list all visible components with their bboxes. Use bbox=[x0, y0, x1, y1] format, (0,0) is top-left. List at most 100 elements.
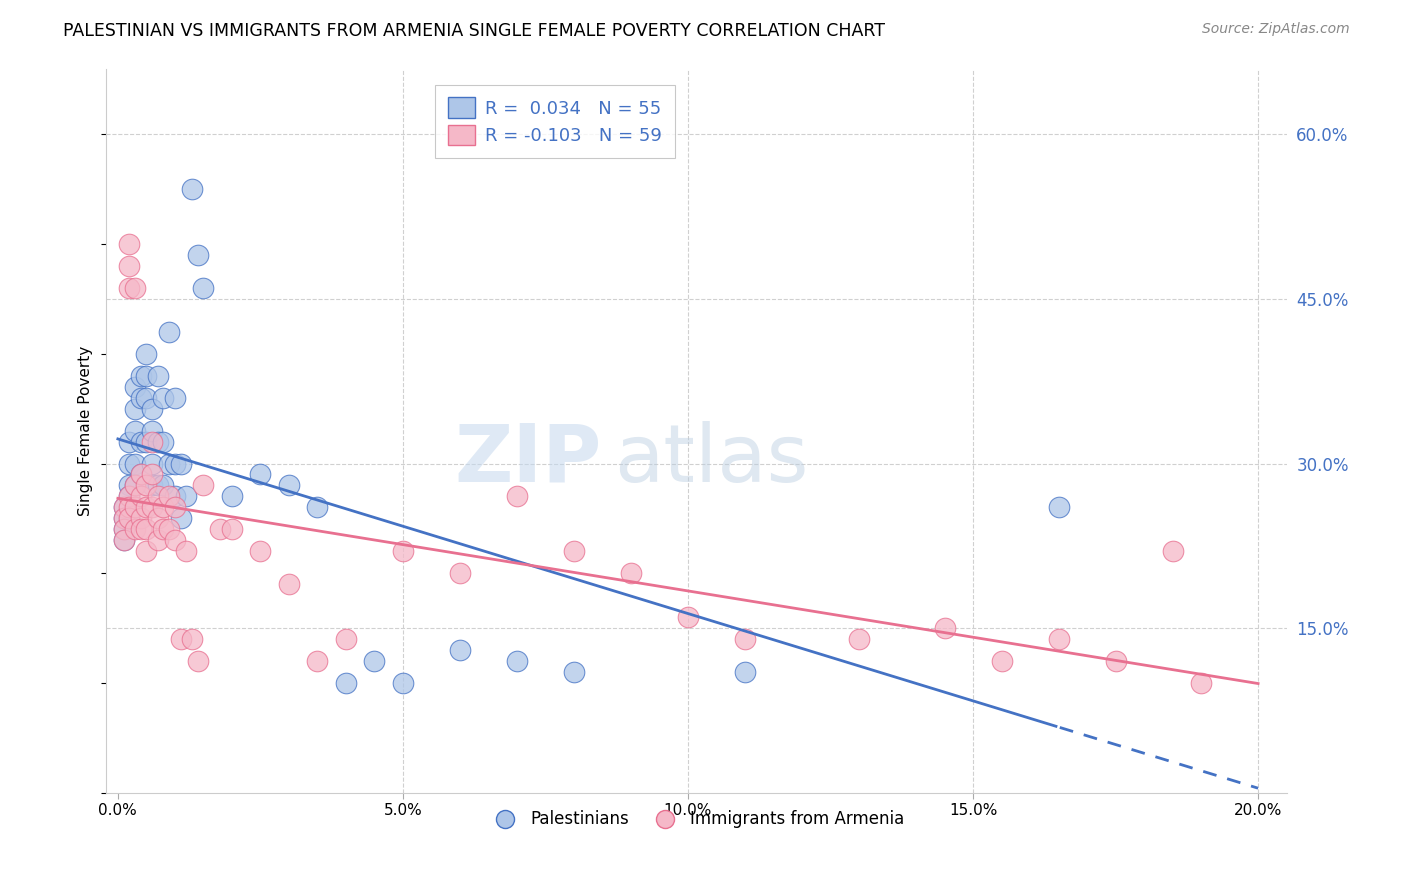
Point bbox=[118, 237, 141, 252]
Point bbox=[118, 281, 141, 295]
Point bbox=[135, 522, 157, 536]
Point bbox=[163, 457, 186, 471]
Point bbox=[163, 391, 186, 405]
Point bbox=[249, 544, 271, 558]
Point bbox=[112, 511, 135, 525]
Point bbox=[277, 577, 299, 591]
Point bbox=[1189, 676, 1212, 690]
Point bbox=[221, 490, 243, 504]
Point bbox=[249, 467, 271, 482]
Point bbox=[163, 533, 186, 548]
Point bbox=[193, 478, 215, 492]
Point bbox=[112, 500, 135, 515]
Point bbox=[118, 457, 141, 471]
Point bbox=[124, 380, 146, 394]
Point bbox=[209, 522, 232, 536]
Point bbox=[141, 500, 163, 515]
Point bbox=[734, 632, 756, 646]
Point bbox=[124, 401, 146, 416]
Point bbox=[129, 467, 152, 482]
Point bbox=[506, 654, 529, 668]
Point bbox=[112, 533, 135, 548]
Point bbox=[734, 665, 756, 679]
Point bbox=[129, 467, 152, 482]
Point bbox=[146, 434, 169, 449]
Point bbox=[392, 544, 415, 558]
Point bbox=[181, 182, 204, 196]
Point bbox=[112, 522, 135, 536]
Point bbox=[676, 610, 699, 624]
Point bbox=[934, 621, 956, 635]
Point bbox=[187, 248, 209, 262]
Point bbox=[277, 478, 299, 492]
Point bbox=[141, 424, 163, 438]
Point bbox=[135, 478, 157, 492]
Point bbox=[157, 325, 180, 339]
Point bbox=[392, 676, 415, 690]
Point bbox=[1047, 632, 1070, 646]
Point bbox=[129, 511, 152, 525]
Point bbox=[1047, 500, 1070, 515]
Point bbox=[990, 654, 1012, 668]
Point bbox=[129, 368, 152, 383]
Point bbox=[118, 434, 141, 449]
Point bbox=[141, 467, 163, 482]
Point bbox=[169, 632, 191, 646]
Point bbox=[112, 533, 135, 548]
Point bbox=[152, 434, 174, 449]
Point bbox=[112, 522, 135, 536]
Point bbox=[169, 457, 191, 471]
Point bbox=[141, 457, 163, 471]
Point bbox=[146, 511, 169, 525]
Point bbox=[221, 522, 243, 536]
Point bbox=[129, 391, 152, 405]
Point bbox=[118, 511, 141, 525]
Point bbox=[174, 544, 197, 558]
Point bbox=[124, 478, 146, 492]
Point bbox=[163, 490, 186, 504]
Y-axis label: Single Female Poverty: Single Female Poverty bbox=[79, 345, 93, 516]
Point bbox=[129, 490, 152, 504]
Point bbox=[118, 490, 141, 504]
Point bbox=[124, 478, 146, 492]
Point bbox=[135, 544, 157, 558]
Point bbox=[118, 511, 141, 525]
Point bbox=[848, 632, 870, 646]
Point bbox=[118, 490, 141, 504]
Text: PALESTINIAN VS IMMIGRANTS FROM ARMENIA SINGLE FEMALE POVERTY CORRELATION CHART: PALESTINIAN VS IMMIGRANTS FROM ARMENIA S… bbox=[63, 22, 886, 40]
Point bbox=[124, 500, 146, 515]
Point bbox=[193, 281, 215, 295]
Point bbox=[112, 500, 135, 515]
Point bbox=[335, 632, 357, 646]
Point bbox=[335, 676, 357, 690]
Point bbox=[129, 522, 152, 536]
Point bbox=[118, 259, 141, 273]
Point bbox=[152, 500, 174, 515]
Text: Source: ZipAtlas.com: Source: ZipAtlas.com bbox=[1202, 22, 1350, 37]
Text: ZIP: ZIP bbox=[456, 420, 602, 499]
Point bbox=[124, 424, 146, 438]
Point bbox=[141, 401, 163, 416]
Point bbox=[129, 434, 152, 449]
Point bbox=[135, 368, 157, 383]
Point bbox=[1104, 654, 1126, 668]
Point bbox=[152, 391, 174, 405]
Point bbox=[157, 457, 180, 471]
Text: atlas: atlas bbox=[614, 420, 808, 499]
Point bbox=[363, 654, 385, 668]
Point bbox=[118, 478, 141, 492]
Point bbox=[135, 347, 157, 361]
Point bbox=[157, 490, 180, 504]
Point bbox=[146, 533, 169, 548]
Point bbox=[307, 654, 329, 668]
Point bbox=[152, 478, 174, 492]
Point bbox=[112, 511, 135, 525]
Point bbox=[124, 522, 146, 536]
Point bbox=[187, 654, 209, 668]
Point bbox=[506, 490, 529, 504]
Point bbox=[135, 434, 157, 449]
Point bbox=[620, 566, 643, 581]
Point bbox=[124, 281, 146, 295]
Point bbox=[307, 500, 329, 515]
Point bbox=[169, 511, 191, 525]
